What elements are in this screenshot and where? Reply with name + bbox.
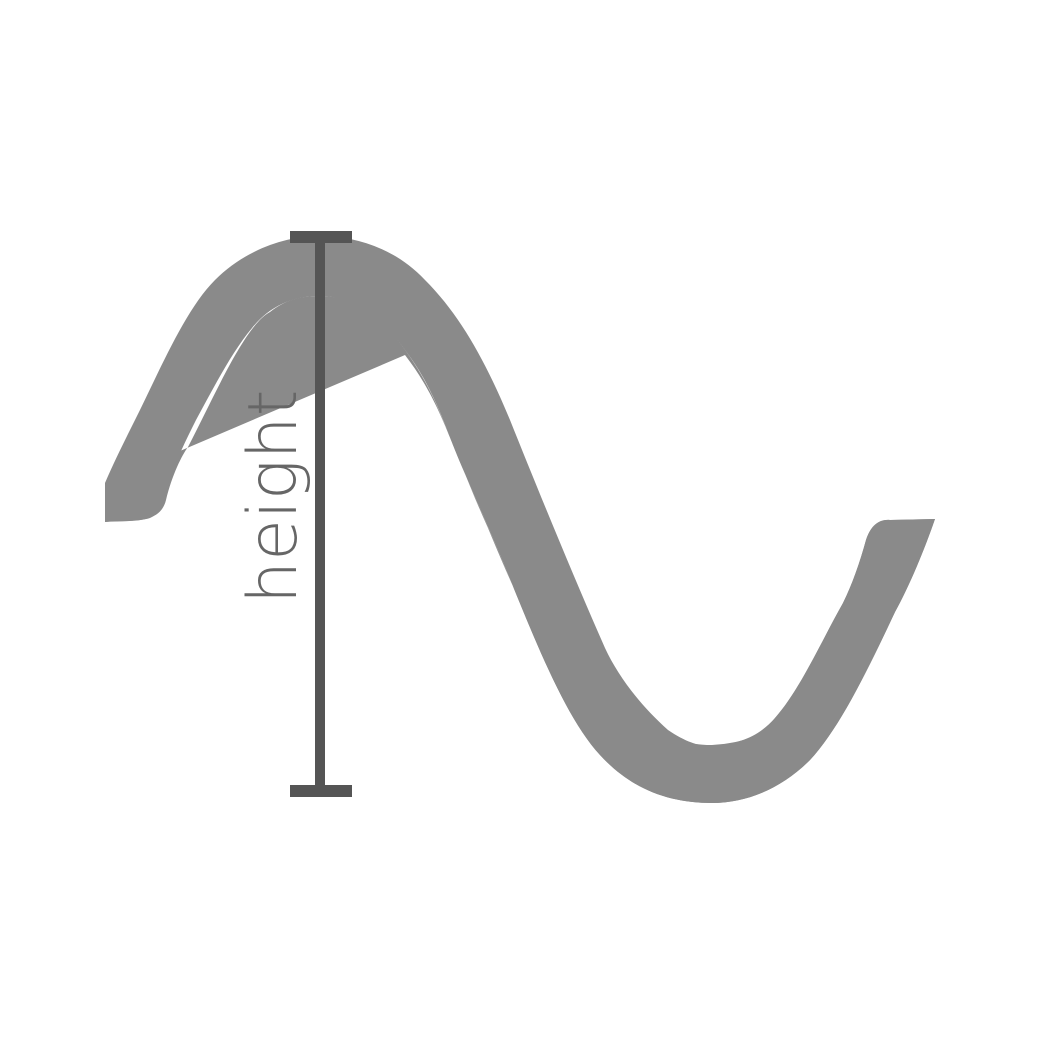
height-marker-icon [290,231,352,797]
height-marker-bottom-cap [290,785,352,797]
height-marker-stem [315,237,325,797]
height-label: height [234,390,313,604]
sine-wave-band [105,236,935,803]
